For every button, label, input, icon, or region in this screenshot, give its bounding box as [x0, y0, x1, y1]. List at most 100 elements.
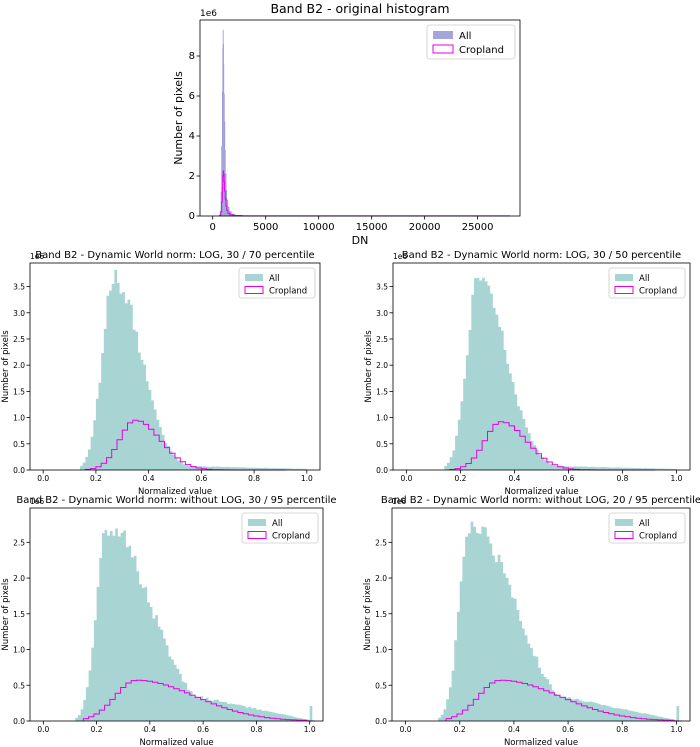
y-scale-label: 1e6 [393, 252, 407, 261]
x-tick-label: 0.6 [197, 725, 209, 734]
y-axis-label: Number of pixels [1, 330, 11, 403]
legend-label: All [639, 274, 650, 284]
x-tick-label: 20000 [409, 222, 441, 233]
x-tick-label: 0.6 [195, 474, 207, 483]
legend-swatch-all [245, 274, 263, 281]
legend-label: All [459, 31, 471, 42]
y-tick-label: 0.5 [376, 440, 388, 449]
legend-swatch-cropland [614, 286, 634, 294]
y-axis-label: Number of pixels [1, 578, 11, 651]
y-tick-label: 8 [189, 51, 195, 62]
x-tick-label: 0.4 [143, 474, 155, 483]
y-tick-label: 0.5 [13, 681, 25, 690]
chart-title: Band B2 - Dynamic World norm: without LO… [16, 495, 336, 506]
x-tick-label: 0.2 [90, 474, 102, 483]
legend-label: All [639, 519, 650, 529]
y-tick-label: 0.5 [13, 440, 25, 449]
legend-swatch-cropland [247, 531, 267, 539]
x-tick-label: 0.6 [563, 474, 575, 483]
y-tick-label: 0.0 [13, 717, 25, 726]
y-tick-label: 0.0 [13, 466, 25, 475]
x-tick-label: 0.0 [37, 474, 49, 483]
y-tick-label: 2.5 [376, 335, 388, 344]
y-scale-label: 1e6 [30, 252, 44, 261]
x-tick-label: 10000 [303, 222, 335, 233]
series-cropland-step [82, 679, 315, 722]
y-tick-label: 3.5 [376, 283, 388, 292]
x-tick-label: 1.0 [670, 725, 682, 734]
x-tick-label: 1.0 [301, 474, 313, 483]
series-all-bars [75, 528, 313, 721]
y-tick-label: 1.0 [13, 414, 25, 423]
x-tick-label: 0.2 [454, 725, 466, 734]
axes-frame [199, 19, 521, 217]
y-tick-label: 6 [189, 91, 195, 102]
y-tick-label: 2.5 [375, 538, 387, 547]
legend-label: All [272, 519, 283, 529]
y-tick-label: 2.0 [13, 574, 25, 583]
x-axis-label: Normalized value [138, 487, 212, 497]
y-tick-label: 3.0 [13, 309, 25, 318]
y-tick-label: 1.5 [13, 387, 25, 396]
legend-swatch-cropland [244, 286, 264, 294]
legend-swatch-cropland [432, 44, 454, 54]
legend-swatch-all [433, 31, 453, 39]
legend-label: Cropland [639, 532, 677, 542]
x-tick-label: 0 [210, 222, 216, 233]
chart-title: Band B2 - Dynamic World norm: LOG, 30 / … [35, 250, 314, 261]
y-tick-label: 4 [189, 131, 195, 142]
y-tick-label: 1.0 [13, 646, 25, 655]
y-axis-label: Number of pixels [363, 578, 373, 651]
y-tick-label: 1.0 [375, 646, 387, 655]
y-tick-label: 2 [189, 171, 195, 182]
x-tick-label: 25000 [462, 222, 494, 233]
y-tick-label: 1.5 [376, 387, 388, 396]
y-tick-label: 2.0 [13, 361, 25, 370]
legend-label: All [269, 274, 280, 284]
y-tick-label: 2.5 [13, 538, 25, 547]
x-tick-label: 1.0 [671, 474, 683, 483]
y-tick-label: 0.0 [375, 717, 387, 726]
x-tick-label: 0.8 [617, 474, 629, 483]
y-tick-label: 0.5 [375, 681, 387, 690]
x-tick-label: 0.0 [401, 474, 413, 483]
y-tick-label: 3.5 [13, 283, 25, 292]
x-axis-label: Normalized value [504, 487, 578, 497]
axes-frame [29, 507, 324, 722]
x-tick-label: 1.0 [304, 725, 316, 734]
x-tick-label: 0.0 [37, 725, 49, 734]
y-tick-label: 0.0 [376, 466, 388, 475]
y-tick-label: 1.0 [376, 414, 388, 423]
y-tick-label: 1.5 [13, 610, 25, 619]
y-axis-label: Number of pixels [172, 71, 185, 165]
x-tick-label: 0.8 [250, 725, 262, 734]
legend-label: Cropland [272, 532, 310, 542]
legend-label: Cropland [269, 287, 307, 297]
y-tick-label: 2.0 [376, 361, 388, 370]
x-tick-label: 15000 [356, 222, 388, 233]
legend-label: Cropland [639, 287, 677, 297]
x-tick-label: 0.4 [509, 474, 521, 483]
y-scale-label: 1e6 [30, 497, 44, 506]
axes-frame [392, 262, 691, 471]
x-tick-label: 0.4 [144, 725, 156, 734]
x-axis-label: DN [352, 234, 369, 247]
x-tick-label: 0.8 [616, 725, 628, 734]
legend-swatch-cropland [614, 531, 634, 539]
chart-title: Band B2 - original histogram [270, 1, 449, 16]
y-axis-label: Number of pixels [364, 330, 374, 403]
x-tick-label: 0.2 [455, 474, 467, 483]
chart-title: Band B2 - Dynamic World norm: without LO… [381, 495, 700, 506]
x-tick-label: 0.6 [562, 725, 574, 734]
y-tick-label: 2.5 [13, 335, 25, 344]
series-all-bars [438, 521, 680, 721]
axes-frame [391, 507, 691, 722]
chart-title: Band B2 - Dynamic World norm: LOG, 30 / … [402, 250, 681, 261]
y-tick-label: 0 [189, 211, 195, 222]
y-scale-label: 1e6 [392, 497, 406, 506]
x-tick-label: 0.8 [248, 474, 260, 483]
